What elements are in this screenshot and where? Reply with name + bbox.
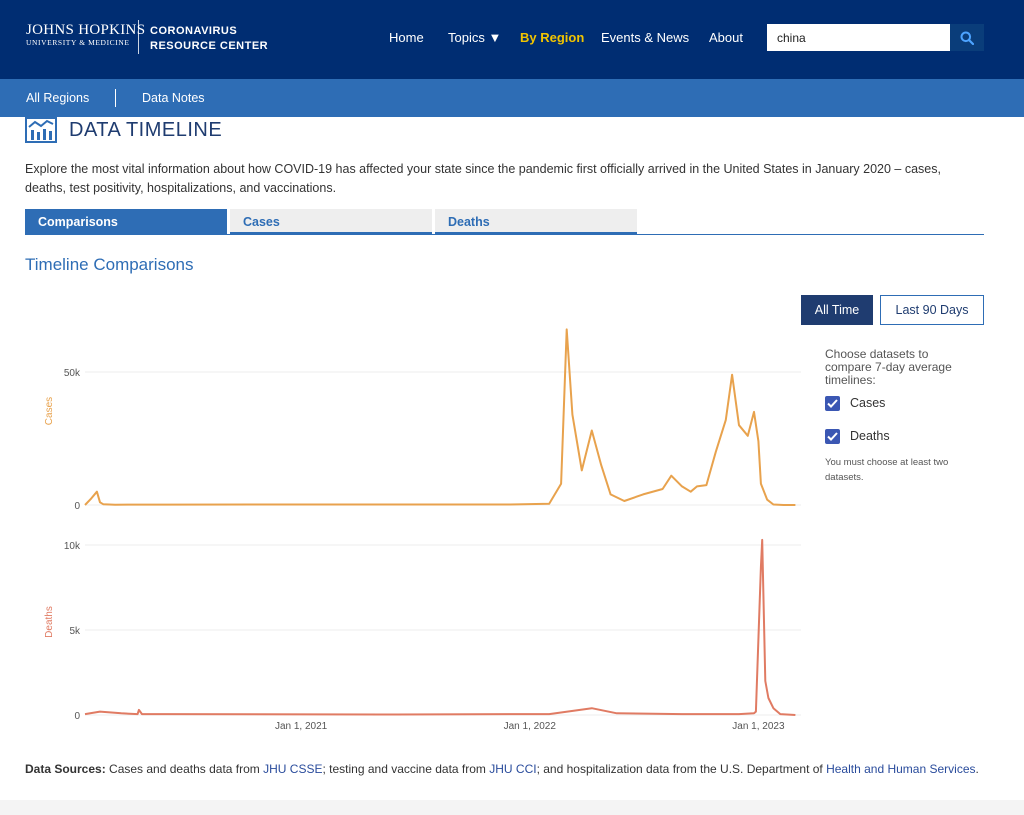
data-sources-label: Data Sources: — [25, 762, 106, 776]
hhs-link[interactable]: Health and Human Services — [826, 762, 976, 776]
nav-by-region[interactable]: By Region — [520, 30, 585, 45]
deaths-series-line — [84, 538, 796, 716]
search-icon — [960, 31, 974, 45]
sources-text-2: ; testing and vaccine data from — [322, 762, 490, 776]
section-title: Timeline Comparisons — [25, 255, 194, 274]
y-tick-label: 10k — [64, 541, 81, 552]
y-tick-label: 0 — [74, 501, 80, 512]
subnav-divider — [115, 89, 116, 107]
site-title[interactable]: CORONAVIRUS RESOURCE CENTER — [150, 24, 268, 54]
brand-subtitle: UNIVERSITY & MEDICINE — [26, 38, 130, 47]
y-axis-label: Deaths — [44, 606, 55, 638]
intro-text: Explore the most vital information about… — [25, 162, 941, 195]
nav-topics[interactable]: Topics ▼ — [448, 30, 502, 45]
last-90-days-button[interactable]: Last 90 Days — [880, 295, 984, 325]
x-tick-label: Jan 1, 2021 — [275, 721, 328, 732]
sub-navigation: All Regions Data Notes — [0, 79, 1024, 117]
nav-home[interactable]: Home — [389, 30, 424, 45]
checkmark-icon — [827, 432, 838, 441]
y-tick-label: 5k — [69, 626, 81, 637]
all-time-button[interactable]: All Time — [801, 295, 873, 325]
brand-divider — [138, 20, 139, 54]
subnav-data-notes[interactable]: Data Notes — [142, 91, 205, 105]
tab-comparisons[interactable]: Comparisons — [25, 209, 227, 234]
checkmark-icon — [827, 399, 838, 408]
site-title-line2: RESOURCE CENTER — [150, 40, 269, 52]
tab-deaths[interactable]: Deaths — [435, 209, 637, 234]
brand-name: JOHNS HOPKINS — [26, 22, 146, 38]
deaths-checkbox[interactable] — [825, 429, 840, 444]
sources-text-1: Cases and deaths data from — [105, 762, 264, 776]
deaths-checkbox-label[interactable]: Deaths — [850, 429, 890, 443]
search-button[interactable] — [950, 24, 984, 51]
jhu-cci-link[interactable]: JHU CCI — [489, 762, 537, 776]
data-sources: Data Sources: Cases and deaths data from… — [25, 760, 985, 779]
nav-about[interactable]: About — [709, 30, 743, 45]
cases-series-line — [84, 328, 796, 506]
y-tick-label: 0 — [74, 711, 80, 722]
tab-cases[interactable]: Cases — [230, 209, 432, 234]
cases-checkbox-label[interactable]: Cases — [850, 396, 886, 410]
sources-text-4: . — [975, 762, 979, 776]
dataset-note: You must choose at least two datasets. — [825, 457, 949, 483]
tab-underline — [25, 234, 984, 235]
site-title-line1: CORONAVIRUS — [150, 25, 238, 37]
top-header: JOHNS HOPKINS UNIVERSITY & MEDICINE CORO… — [0, 0, 1024, 79]
search-input[interactable] — [767, 24, 950, 51]
y-axis-label: Cases — [44, 397, 55, 425]
nav-events-news[interactable]: Events & News — [601, 30, 690, 45]
dataset-heading: Choose datasets to compare 7-day average… — [825, 347, 952, 387]
cases-checkbox[interactable] — [825, 396, 840, 411]
y-tick-label: 50k — [64, 368, 81, 379]
x-tick-label: Jan 1, 2022 — [504, 721, 557, 732]
page-title: DATA TIMELINE — [69, 119, 223, 141]
x-tick-label: Jan 1, 2023 — [732, 721, 785, 732]
sources-text-3: ; and hospitalization data from the U.S.… — [536, 762, 827, 776]
jhu-csse-link[interactable]: JHU CSSE — [263, 762, 323, 776]
subnav-all-regions[interactable]: All Regions — [26, 91, 90, 105]
bar-chart-icon — [25, 117, 57, 143]
jhu-logo[interactable]: JOHNS HOPKINS UNIVERSITY & MEDICINE — [26, 22, 145, 48]
footer-strip — [0, 800, 1024, 815]
